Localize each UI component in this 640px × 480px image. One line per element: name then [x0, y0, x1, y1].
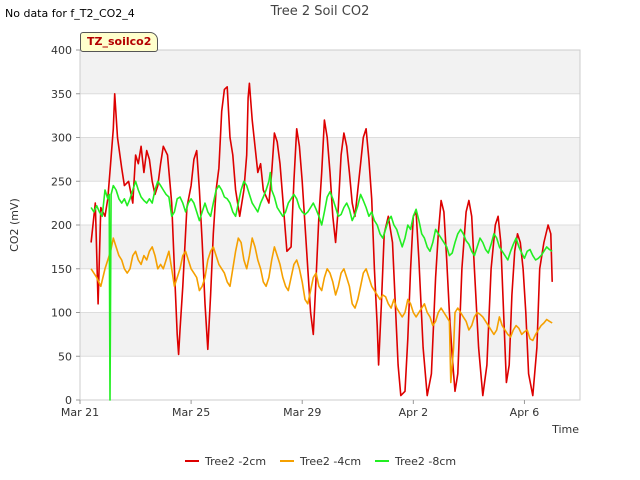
y-tick-label: 100 — [51, 307, 72, 320]
chart-title: Tree 2 Soil CO2 — [270, 4, 370, 19]
no-data-message: No data for f_T2_CO2_4 — [5, 7, 135, 20]
y-tick-label: 200 — [51, 219, 72, 232]
y-tick-label: 300 — [51, 132, 72, 145]
series-line-2 — [90, 237, 553, 384]
tz-soilco2-badge: TZ_soilco2 — [80, 32, 159, 52]
y-tick-label: 250 — [51, 175, 72, 188]
x-tick-label: Apr 6 — [510, 406, 540, 419]
series-line-3 — [90, 171, 553, 401]
legend-label-3: Tree2 -8cm — [394, 455, 456, 468]
series-lines — [90, 82, 553, 401]
grid-band — [80, 50, 580, 94]
y-tick-label: 400 — [51, 44, 72, 57]
x-tick-label: Mar 25 — [172, 406, 210, 419]
grid-band — [80, 225, 580, 269]
plot-bands — [80, 50, 580, 357]
grid-band — [80, 312, 580, 357]
y-axis-label: CO2 (mV) — [8, 198, 21, 252]
legend: Tree2 -2cm Tree2 -4cm Tree2 -8cm — [185, 455, 456, 468]
x-axis-ticks: Mar 21 Mar 25 Mar 29 Apr 2 Apr 6 — [61, 400, 539, 419]
x-tick-label: Apr 2 — [399, 406, 429, 419]
x-axis-label: Time — [551, 423, 579, 436]
y-tick-label: 150 — [51, 263, 72, 276]
legend-label-1: Tree2 -2cm — [204, 455, 266, 468]
y-axis-ticks: 0 50 100 150 200 250 300 350 400 — [51, 44, 80, 407]
y-tick-label: 350 — [51, 88, 72, 101]
x-tick-label: Mar 21 — [61, 406, 99, 419]
y-tick-label: 0 — [65, 394, 72, 407]
y-tick-label: 50 — [58, 350, 72, 363]
x-tick-label: Mar 29 — [283, 406, 321, 419]
legend-label-2: Tree2 -4cm — [299, 455, 361, 468]
series-line-1 — [90, 82, 553, 397]
